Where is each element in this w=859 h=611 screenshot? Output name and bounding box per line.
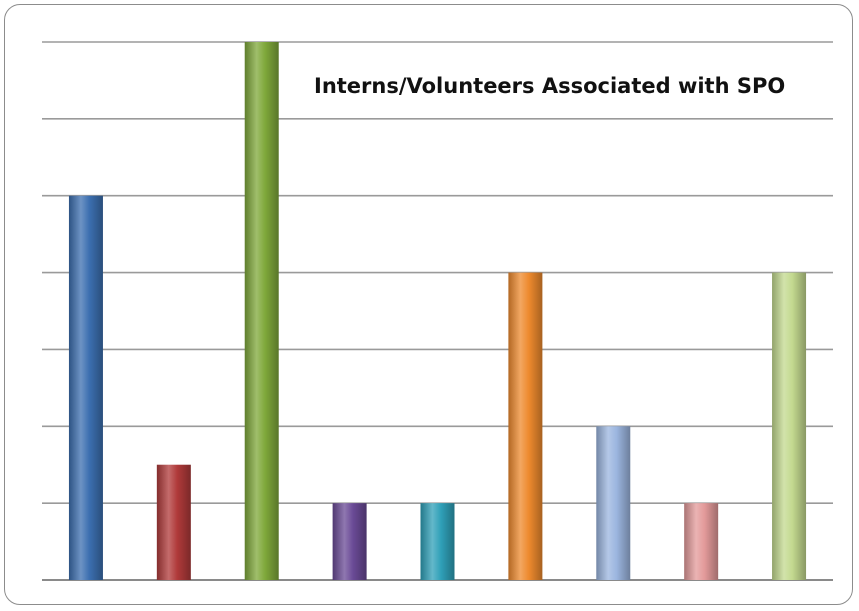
bar <box>508 272 543 580</box>
bar <box>596 426 631 580</box>
bar <box>156 464 191 580</box>
bar <box>332 503 367 580</box>
bar <box>684 503 719 580</box>
chart-title: Interns/Volunteers Associated with SPO <box>314 74 785 98</box>
bar <box>244 42 279 580</box>
bar <box>420 503 455 580</box>
bar <box>772 272 807 580</box>
bar <box>68 195 103 580</box>
bars <box>68 42 807 580</box>
